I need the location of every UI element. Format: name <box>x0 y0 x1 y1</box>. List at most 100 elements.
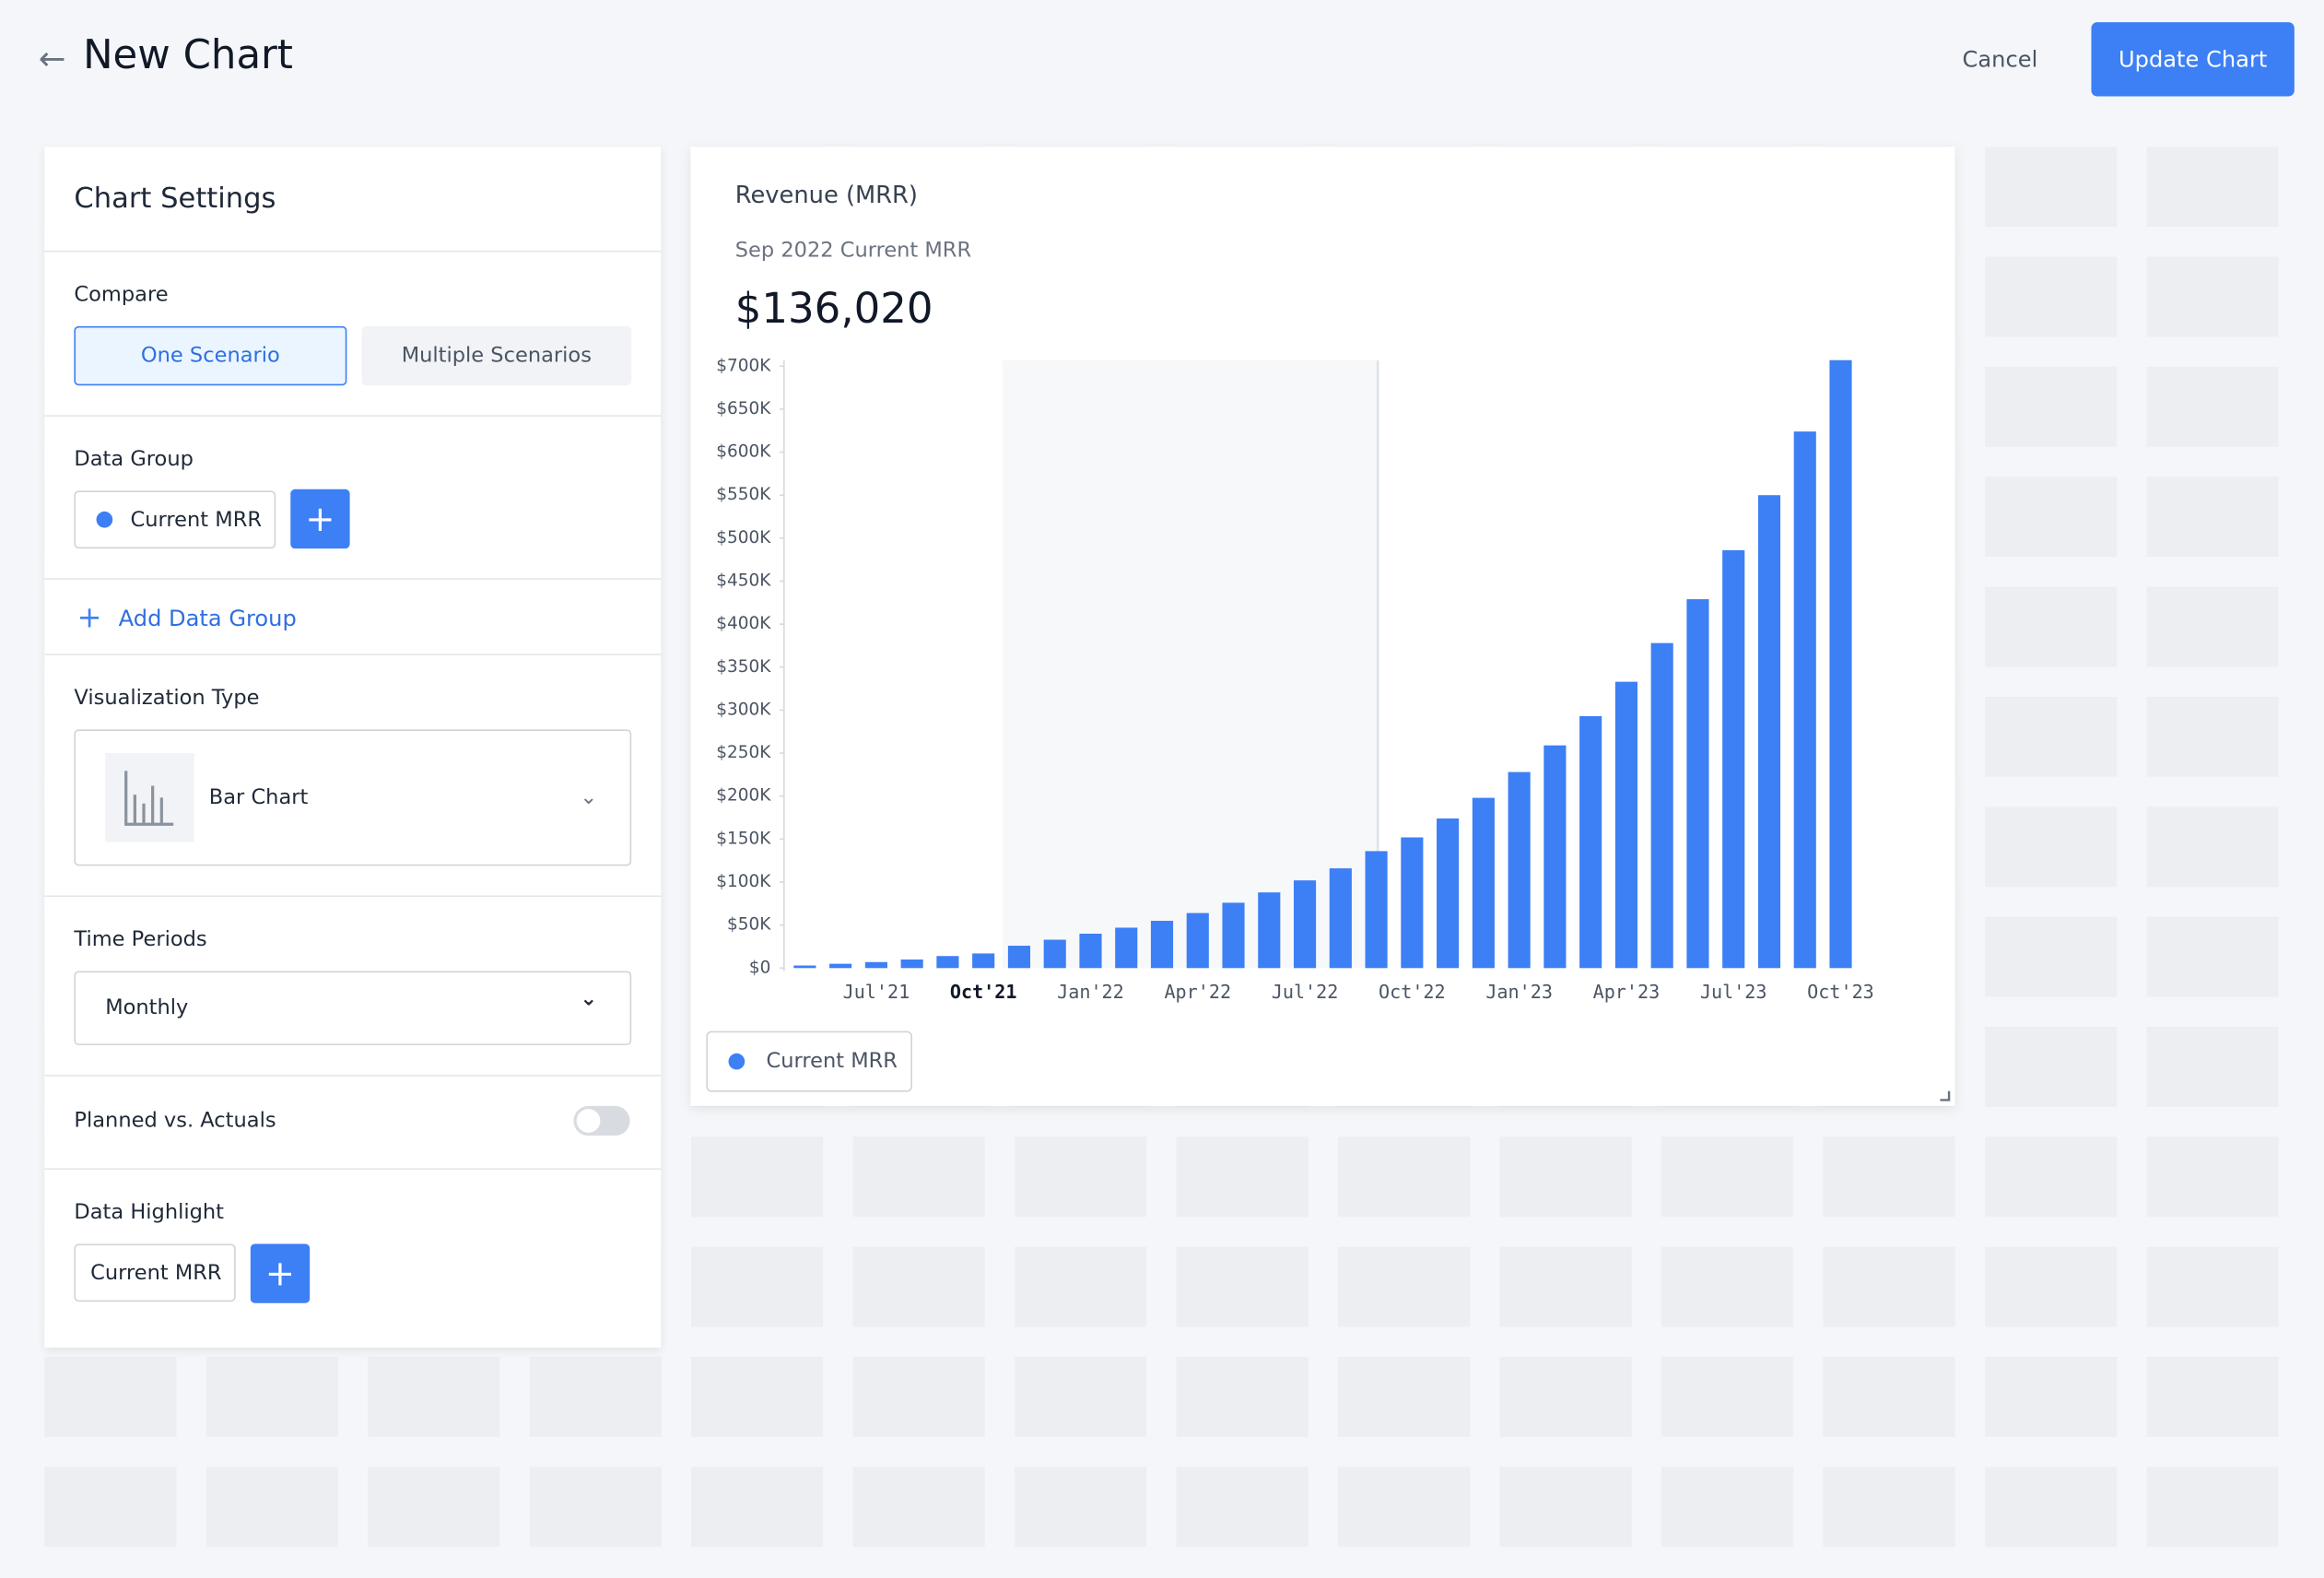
placeholder-tile <box>1984 477 2118 558</box>
y-tick-label: $250K <box>716 743 771 762</box>
resize-handle <box>1940 1090 1951 1101</box>
x-tick-label: Oct'22 <box>1379 981 1446 1003</box>
bar <box>1614 681 1637 969</box>
y-tick-label: $100K <box>716 872 771 891</box>
placeholder-tile <box>1661 1136 1794 1218</box>
bar-icon <box>105 753 194 842</box>
divider <box>44 578 662 580</box>
placeholder-tile <box>852 1357 985 1437</box>
placeholder-tile <box>368 1357 500 1437</box>
placeholder-tile <box>2146 1246 2279 1327</box>
placeholder-tile <box>1661 1246 1794 1327</box>
headline-value: $136,020 <box>735 284 933 333</box>
bar <box>900 959 923 969</box>
placeholder-tile <box>1823 1466 1955 1548</box>
highlight-band <box>1003 359 1379 969</box>
chip-text: Current MRR <box>130 507 263 532</box>
placeholder-tile <box>1338 1357 1471 1437</box>
y-tick-label: $150K <box>716 829 771 848</box>
placeholder-tile <box>2146 696 2279 777</box>
bar <box>864 961 887 969</box>
placeholder-tile <box>1015 1136 1147 1218</box>
y-tick-label: $500K <box>716 528 771 548</box>
placeholder-tile <box>1984 696 2118 777</box>
placeholder-tile <box>1661 1466 1794 1548</box>
y-tick-label: $400K <box>716 614 771 633</box>
placeholder-tile <box>1984 147 2118 228</box>
cancel-button[interactable]: Cancel <box>1962 45 2038 73</box>
legend-label: Current MRR <box>767 1049 898 1073</box>
label: Planned vs. Actuals <box>74 1109 276 1133</box>
y-tick-label: $650K <box>716 399 771 418</box>
option[interactable]: Multiple Scenarios <box>361 325 632 386</box>
placeholder-tile <box>1176 1246 1309 1327</box>
divider <box>44 250 662 253</box>
bar <box>1579 715 1602 969</box>
option-selected[interactable]: One Scenario <box>74 325 347 386</box>
add-button[interactable]: + <box>250 1243 311 1303</box>
chart-subtitle: Sep 2022 Current MRR <box>735 238 971 262</box>
placeholder-tile <box>44 1357 177 1437</box>
bar <box>1508 771 1531 969</box>
viz-select[interactable]: Bar Chart ⌄ <box>74 729 632 866</box>
add-button[interactable]: + <box>290 489 350 549</box>
highlight-chip[interactable]: Current MRR <box>74 1243 236 1302</box>
x-tick-label: Apr'23 <box>1593 981 1661 1003</box>
placeholder-tile <box>2146 807 2279 888</box>
placeholder-tile <box>1499 1246 1632 1327</box>
update-button[interactable]: Update Chart <box>2091 22 2295 97</box>
placeholder-tile <box>1984 1357 2118 1437</box>
chevron: ⌄ <box>580 785 598 810</box>
placeholder-tile <box>205 1357 338 1437</box>
bar <box>1186 913 1209 969</box>
label: Data Group <box>74 447 194 472</box>
placeholder-tile <box>1984 1136 2118 1218</box>
bar <box>1472 797 1495 969</box>
placeholder-tile <box>1984 1466 2118 1548</box>
placeholder-tile <box>1984 366 2118 447</box>
bar <box>1222 902 1245 969</box>
bar <box>1757 495 1781 969</box>
x-tick-label: Jan'22 <box>1057 981 1124 1003</box>
bar <box>1650 642 1673 969</box>
placeholder-tile <box>1499 1136 1632 1218</box>
placeholder-tile <box>1984 1246 2118 1327</box>
placeholder-tile <box>1176 1466 1309 1548</box>
placeholder-tile <box>852 1136 985 1218</box>
y-tick-label: $50K <box>727 915 771 935</box>
x-tick-label: Jan'23 <box>1485 981 1553 1003</box>
placeholder-tile <box>2146 586 2279 667</box>
placeholder-tile <box>1338 1466 1471 1548</box>
placeholder-tile <box>1984 916 2118 997</box>
viz-value: Bar Chart <box>208 785 309 810</box>
placeholder-tile <box>691 1357 824 1437</box>
x-tick-label: Jul'22 <box>1272 981 1339 1003</box>
chart-title: Revenue (MRR) <box>735 182 918 209</box>
dot <box>96 511 113 528</box>
bar <box>1829 359 1852 969</box>
placeholder-tile <box>205 1466 338 1548</box>
label: Compare <box>74 283 169 307</box>
placeholder-tile <box>1176 1136 1309 1218</box>
panel-title: Chart Settings <box>74 182 276 216</box>
y-tick-label: $200K <box>716 786 771 806</box>
placeholder-tile <box>2146 1466 2279 1548</box>
placeholder-tile <box>44 1466 177 1548</box>
placeholder-tile <box>2146 366 2279 447</box>
back-arrow[interactable]: ← <box>38 41 66 79</box>
placeholder-tile <box>2146 1136 2279 1218</box>
placeholder-tile <box>1015 1246 1147 1327</box>
bar <box>793 965 816 969</box>
bar <box>1329 868 1352 969</box>
divider <box>44 654 662 655</box>
placeholder-tile <box>2146 1026 2279 1107</box>
x-tick-label: Jul'23 <box>1700 981 1767 1003</box>
bar <box>1150 920 1174 969</box>
time-select[interactable]: Monthly ⌄ <box>74 971 632 1045</box>
add-data-group[interactable]: Add Data Group <box>118 605 297 632</box>
placeholder-tile <box>691 1466 824 1548</box>
plus-icon: + <box>76 598 102 635</box>
toggle[interactable] <box>573 1105 630 1136</box>
bar <box>1258 892 1281 969</box>
data-group-chip[interactable]: Current MRR <box>74 490 276 549</box>
